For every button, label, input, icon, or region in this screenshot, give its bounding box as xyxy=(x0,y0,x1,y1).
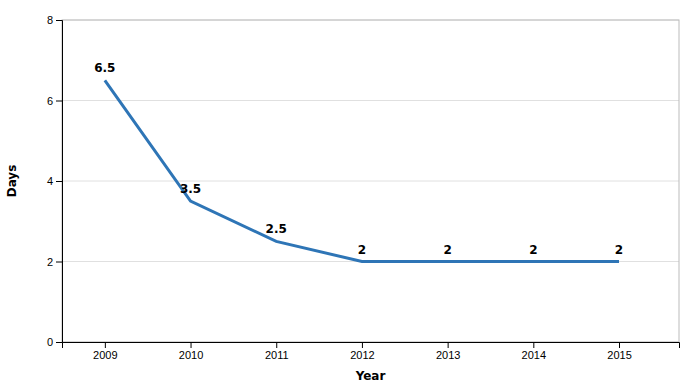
x-tick: 2010 xyxy=(179,342,203,361)
y-tick: 0 xyxy=(47,336,62,348)
x-tick: 2014 xyxy=(522,342,546,361)
y-tick: 6 xyxy=(47,95,62,107)
x-tick: 2015 xyxy=(607,342,631,361)
marks xyxy=(105,80,619,261)
line xyxy=(105,80,619,261)
data-label: 6.5 xyxy=(94,61,115,75)
y-axis-line xyxy=(56,21,63,343)
y-tick-label: 6 xyxy=(47,95,53,107)
y-tick-mark xyxy=(56,342,62,343)
x-tick-label: 2014 xyxy=(522,349,546,361)
x-tick-mark xyxy=(533,342,534,348)
y-tick-mark xyxy=(56,101,62,102)
data-label: 2.5 xyxy=(266,222,287,236)
y-tick-label: 2 xyxy=(47,256,53,268)
y-axis: 0 2 4 6 8 xyxy=(47,14,63,348)
data-labels: 6.5 3.5 2.5 2 2 2 2 xyxy=(94,61,623,256)
y-tick-label: 4 xyxy=(47,175,53,187)
data-label: 2 xyxy=(615,243,623,257)
x-tick-label: 2013 xyxy=(436,349,460,361)
grid xyxy=(62,20,679,342)
chart: 2009 2010 2011 2012 2013 2014 2015 0 2 4 6 8 6.5 3.5 2… xyxy=(0,0,697,390)
y-tick-mark xyxy=(56,20,62,21)
y-axis-title: Days xyxy=(5,165,19,198)
x-tick: 2009 xyxy=(93,342,117,361)
y-tick-label: 0 xyxy=(47,336,53,348)
x-tick-label: 2012 xyxy=(350,349,374,361)
data-label: 2 xyxy=(529,243,537,257)
y-tick-mark xyxy=(56,181,62,182)
data-label: 2 xyxy=(443,243,451,257)
plot-area: 2009 2010 2011 2012 2013 2014 2015 0 2 4 6 8 6.5 3.5 2… xyxy=(47,14,680,361)
x-tick-mark xyxy=(448,342,449,348)
y-tick: 2 xyxy=(47,256,62,268)
x-tick-label: 2011 xyxy=(265,349,289,361)
x-tick-mark xyxy=(362,342,363,348)
x-tick-mark xyxy=(191,342,192,348)
x-axis-title: Year xyxy=(355,369,386,383)
x-tick-mark xyxy=(105,342,106,348)
y-tick: 4 xyxy=(47,175,62,187)
grid-line xyxy=(62,100,679,101)
x-tick-label: 2010 xyxy=(179,349,203,361)
grid-line xyxy=(62,181,679,182)
x-axis-line xyxy=(63,343,680,349)
data-label: 2 xyxy=(358,243,366,257)
y-tick: 8 xyxy=(47,14,62,26)
x-tick-mark xyxy=(276,342,277,348)
x-tick: 2013 xyxy=(436,342,460,361)
x-tick-label: 2015 xyxy=(607,349,631,361)
data-label: 3.5 xyxy=(180,182,201,196)
y-tick-mark xyxy=(56,262,62,263)
plot-frame xyxy=(62,20,679,342)
x-tick: 2011 xyxy=(265,342,289,361)
x-axis: 2009 2010 2011 2012 2013 2014 2015 xyxy=(63,342,680,361)
x-tick-label: 2009 xyxy=(93,349,117,361)
y-tick-label: 8 xyxy=(47,14,53,26)
x-tick: 2012 xyxy=(350,342,374,361)
x-tick-mark xyxy=(619,342,620,348)
